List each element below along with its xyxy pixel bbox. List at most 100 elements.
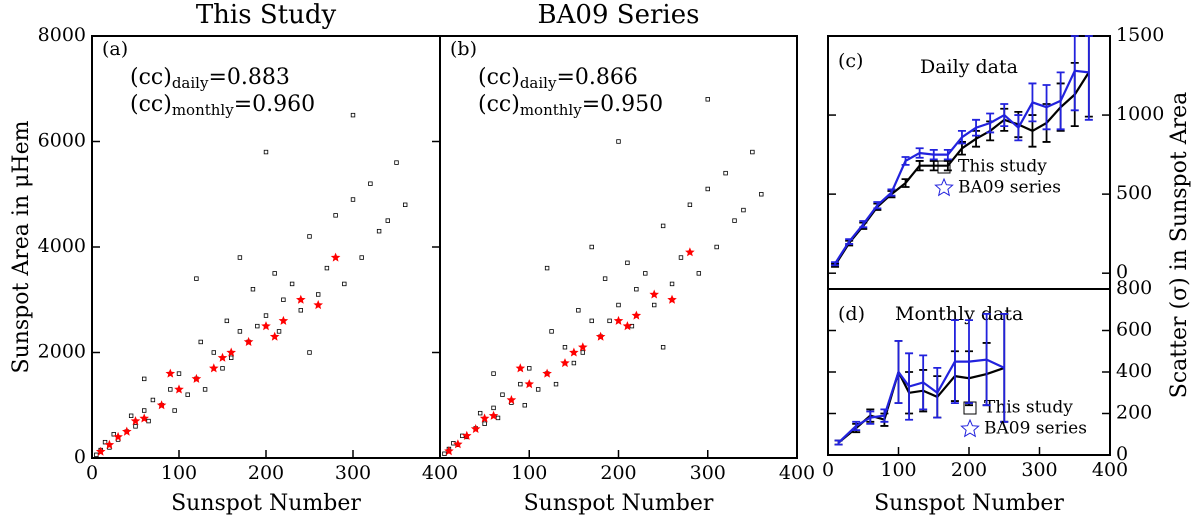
point	[524, 379, 534, 389]
annotation: (cc)monthly=0.950	[478, 92, 663, 119]
point	[569, 347, 579, 357]
point	[350, 112, 356, 118]
point	[462, 430, 472, 440]
point	[289, 281, 295, 287]
point	[228, 355, 234, 360]
point	[527, 366, 532, 371]
point	[111, 432, 116, 437]
point	[652, 302, 657, 308]
point	[385, 218, 390, 223]
x-axis-label: Sunspot Number	[874, 491, 1064, 516]
point	[376, 228, 382, 234]
point	[491, 371, 496, 376]
point	[741, 207, 746, 213]
point	[500, 392, 505, 397]
point	[678, 255, 684, 260]
point	[272, 271, 277, 276]
point	[176, 371, 182, 376]
point	[261, 321, 271, 331]
y-tick-label: 200	[1116, 402, 1152, 424]
annotation-text: =0.950	[582, 92, 663, 117]
point	[576, 308, 581, 313]
point	[560, 358, 570, 368]
point	[696, 271, 702, 276]
point	[544, 265, 550, 271]
point	[211, 350, 216, 355]
point	[562, 345, 568, 350]
point	[542, 368, 552, 378]
point	[313, 300, 323, 310]
annotation-text: =0.960	[234, 92, 315, 117]
error-bar	[866, 410, 875, 425]
point	[307, 350, 312, 355]
point	[622, 321, 633, 331]
point	[723, 170, 728, 176]
panel-label: (d)	[838, 303, 865, 325]
error-bar	[950, 319, 959, 405]
error-bar	[1000, 103, 1009, 128]
point	[113, 431, 123, 441]
point	[687, 202, 693, 207]
error-bar	[1014, 114, 1023, 142]
legend-marker	[937, 160, 951, 174]
legend-label: BA09 series	[958, 178, 1061, 198]
point	[705, 186, 710, 192]
point	[342, 281, 347, 287]
y-tick-label: 0	[74, 446, 86, 468]
point	[209, 363, 219, 373]
x-tick-label: 0	[86, 462, 98, 484]
x-tick-label: 100	[880, 459, 916, 481]
annotation-sub: monthly	[520, 101, 582, 119]
point	[141, 408, 147, 413]
point	[732, 218, 737, 223]
point	[495, 415, 501, 421]
point	[660, 223, 666, 229]
point	[394, 160, 399, 165]
x-axis-label: Sunspot Number	[524, 491, 714, 516]
point	[269, 331, 280, 341]
point	[602, 276, 608, 281]
point	[324, 265, 330, 271]
x-tick-label: 300	[1021, 459, 1057, 481]
annotation: (cc)monthly=0.960	[130, 92, 315, 119]
point	[506, 395, 517, 404]
error-bar	[982, 313, 991, 407]
point	[580, 350, 585, 355]
x-tick-label: 200	[951, 459, 987, 481]
point	[130, 416, 141, 426]
point	[660, 345, 666, 350]
point	[141, 376, 147, 382]
point	[224, 318, 230, 324]
point	[759, 192, 764, 197]
y-tick-label: 600	[1116, 319, 1152, 341]
annotation-sub: daily	[172, 74, 209, 92]
error-bar	[933, 366, 942, 419]
error-bar	[915, 160, 924, 172]
y-axis-label: Sunspot Area in μHem	[9, 120, 34, 373]
point	[616, 139, 621, 144]
point	[625, 260, 630, 266]
y-tick-label: 400	[1116, 360, 1152, 382]
point	[263, 313, 269, 318]
point	[595, 331, 606, 341]
point	[217, 352, 228, 362]
error-bar	[831, 261, 840, 267]
x-tick-label: 200	[248, 462, 284, 484]
point	[589, 318, 594, 324]
error-bar	[859, 220, 868, 229]
error-bar	[905, 352, 914, 421]
point	[368, 181, 373, 186]
error-bar	[1042, 84, 1051, 131]
point	[250, 286, 256, 292]
point	[237, 255, 243, 260]
point	[278, 315, 289, 325]
y-tick-label: 2000	[38, 341, 86, 363]
point	[226, 347, 236, 357]
point	[578, 342, 588, 352]
panel-label: (b)	[450, 38, 477, 60]
error-bar	[929, 148, 938, 161]
panel-label: (c)	[838, 50, 863, 72]
annotation-text: (cc)	[130, 65, 172, 90]
point	[535, 387, 541, 392]
y-tick-label: 4000	[38, 235, 86, 257]
